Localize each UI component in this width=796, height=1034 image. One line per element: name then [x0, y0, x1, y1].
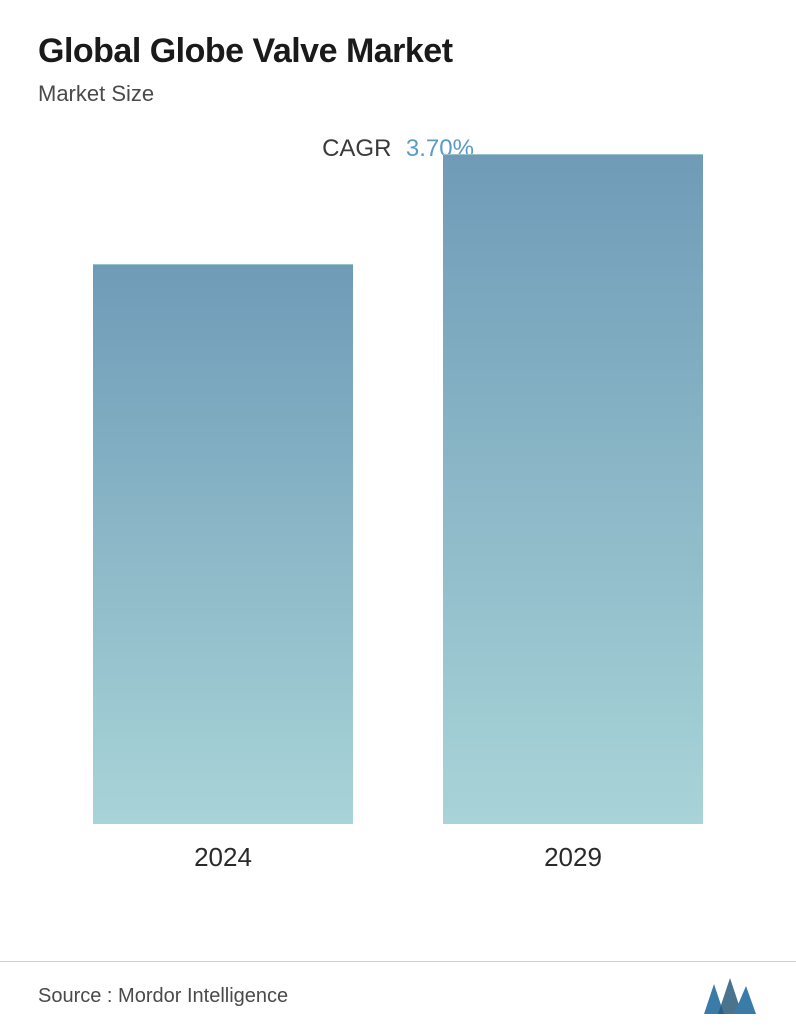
chart-title: Global Globe Valve Market	[38, 32, 758, 71]
source-text: Source : Mordor Intelligence	[38, 985, 288, 1008]
logo-icon	[702, 976, 758, 1016]
chart-container: Global Globe Valve Market Market Size CA…	[0, 0, 796, 1034]
chart-subtitle: Market Size	[38, 81, 758, 107]
bars-container: 2024 2029	[68, 203, 728, 873]
bar-2024	[93, 264, 353, 824]
footer: Source : Mordor Intelligence	[0, 961, 796, 1034]
source-name: Mordor Intelligence	[118, 985, 288, 1007]
bar-label-2029: 2029	[544, 842, 602, 873]
bar-2029	[443, 154, 703, 824]
chart-area: 2024 2029	[68, 203, 728, 913]
source-label: Source :	[38, 985, 112, 1007]
cagr-label: CAGR	[322, 135, 391, 162]
bar-group-0: 2024	[88, 264, 358, 873]
bar-group-1: 2029	[438, 154, 708, 873]
bar-label-2024: 2024	[194, 842, 252, 873]
